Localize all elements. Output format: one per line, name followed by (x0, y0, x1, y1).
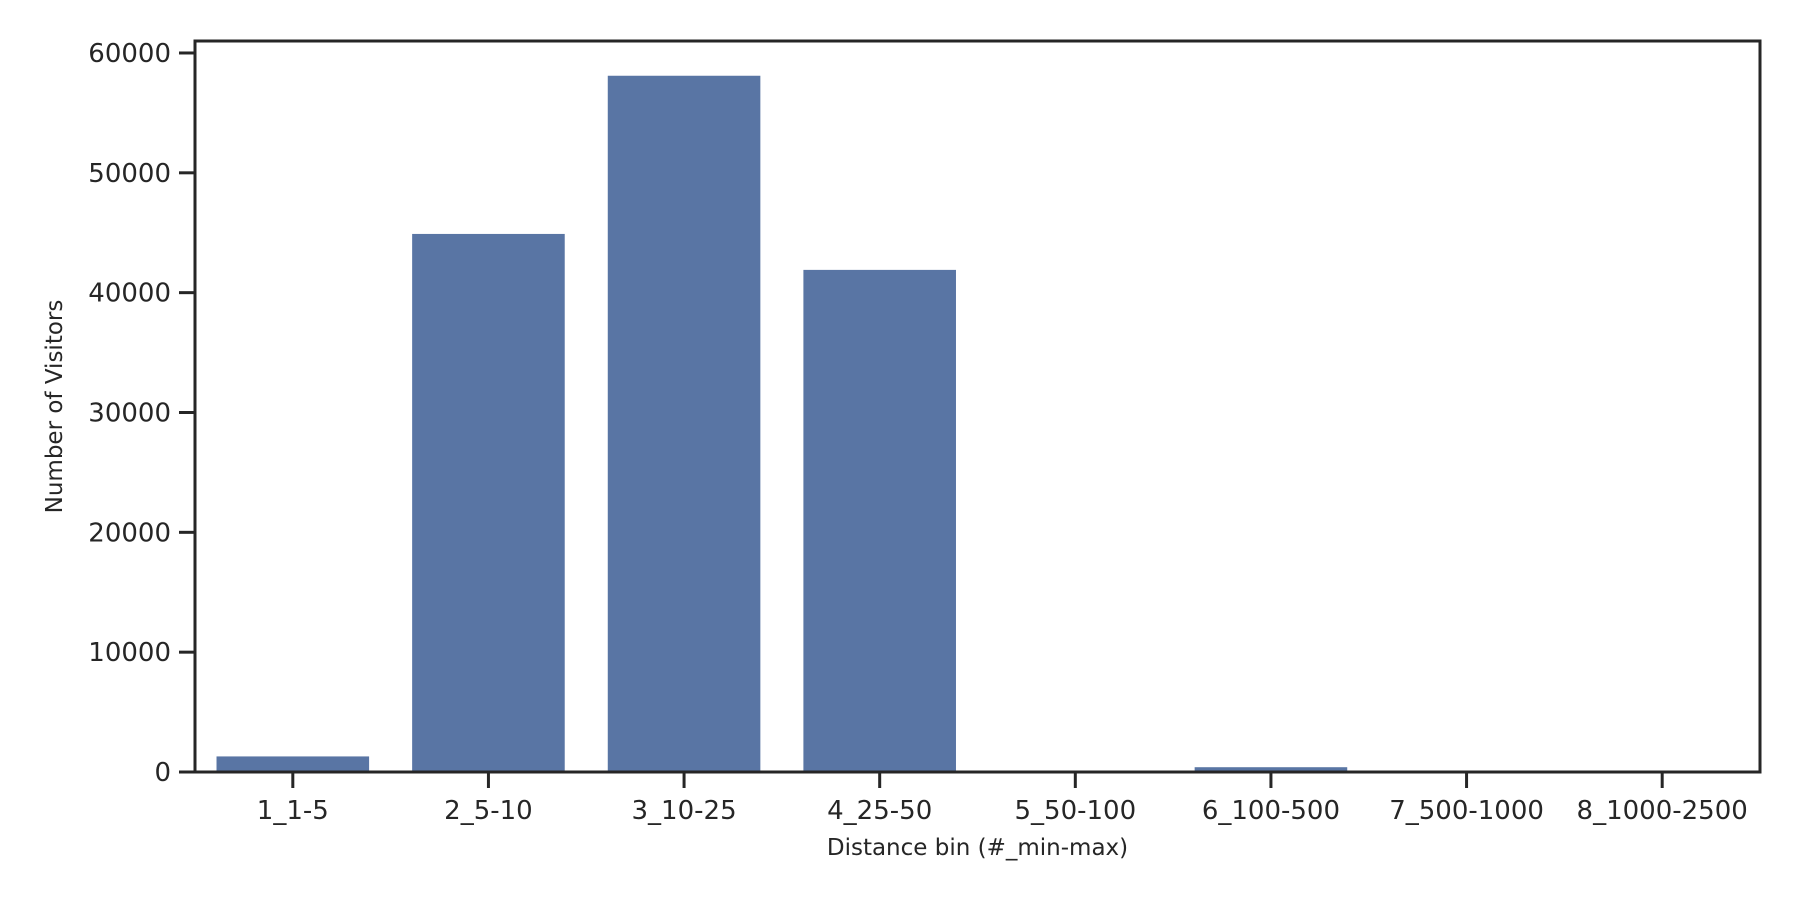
bars-group (216, 75, 1348, 773)
y-tick-label: 50000 (88, 159, 171, 189)
plot-frame (193, 39, 1762, 774)
x-tick-label: 2_5-10 (444, 796, 533, 826)
y-tick-label: 20000 (88, 518, 171, 548)
x-tick-label: 7_500-1000 (1389, 796, 1544, 826)
x-tick-label: 6_100-500 (1202, 796, 1340, 826)
x-tick-label: 3_10-25 (632, 796, 737, 826)
bar-6_100-500 (1194, 767, 1348, 772)
bar-1_1-5 (216, 756, 370, 772)
x-tick-label: 4_25-50 (827, 796, 932, 826)
x-tick-label: 1_1-5 (257, 796, 329, 826)
x-tick-label: 8_1000-2500 (1577, 796, 1748, 826)
y-tick-label: 30000 (88, 398, 171, 428)
y-tick-label: 40000 (88, 279, 171, 309)
y-axis-label: Number of Visitors (42, 300, 68, 514)
x-axis-ticks: 1_1-5 2_5-10 3_10-25 4_25-50 5_50-100 6_100-5… (257, 772, 1748, 826)
x-tick-label: 5_50-100 (1014, 796, 1136, 826)
y-tick-label: 0 (154, 758, 171, 788)
bar-4_25-50 (803, 269, 956, 772)
bar-2_5-10 (412, 233, 565, 773)
x-axis-label: Distance bin (#_min-max) (827, 835, 1128, 861)
y-axis-ticks: 0 10000 20000 30000 40000 50000 60000 (88, 39, 195, 788)
y-tick-label: 10000 (88, 638, 171, 668)
y-tick-label: 60000 (88, 39, 171, 69)
bar-3_10-25 (607, 75, 761, 773)
